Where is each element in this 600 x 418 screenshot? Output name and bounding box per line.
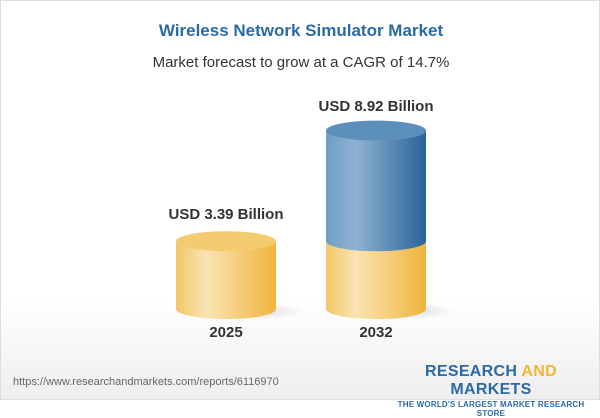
cylinder-top-2025	[176, 231, 276, 252]
chart-title: Wireless Network Simulator Market	[158, 21, 444, 40]
logo-tagline: THE WORLD'S LARGEST MARKET RESEARCH STOR…	[397, 400, 585, 418]
cylinder-chart: USD 3.39 Billion USD 8.92 Billion 2025 2…	[168, 98, 456, 341]
logo-text: RESEARCH	[425, 363, 522, 380]
chart-subtitle: Market forecast to grow at a CAGR of 14.…	[152, 54, 450, 71]
cylinder-base-segment-2032	[326, 241, 426, 319]
source-url[interactable]: https://www.researchandmarkets.com/repor…	[13, 376, 279, 388]
logo-text-markets: MARKETS	[450, 381, 532, 398]
research-and-markets-logo: RESEARCH AND MARKETS THE WORLD'S LARGEST…	[385, 363, 597, 418]
cylinder-bar-2025	[176, 241, 276, 319]
data-label-2032: USD 8.92 Billion	[318, 98, 433, 115]
cylinder-growth-segment-2032	[326, 130, 426, 252]
x-tick-2025: 2025	[209, 324, 242, 341]
x-tick-2032: 2032	[359, 324, 392, 341]
data-label-2025: USD 3.39 Billion	[168, 206, 283, 223]
logo-text-and: AND	[521, 363, 557, 380]
cylinder-top-2032	[326, 120, 426, 141]
